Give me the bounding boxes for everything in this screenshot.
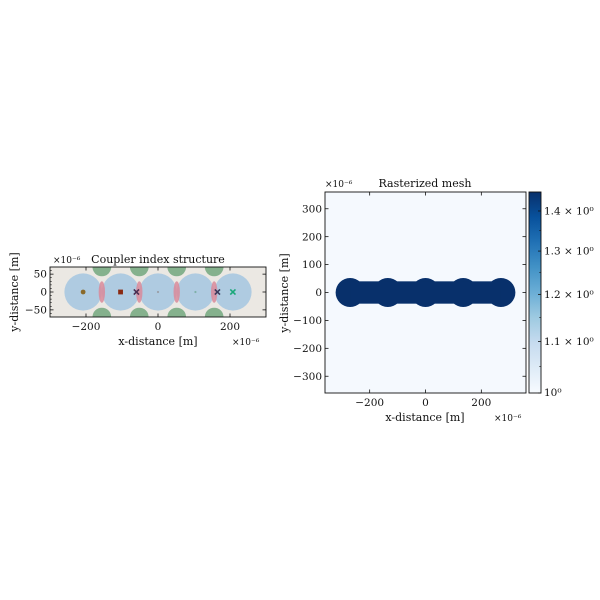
mesh-y-tick-label-0: 300 (302, 203, 322, 215)
mesh-y-axis-label: y-distance [m] (278, 253, 291, 333)
coupler-y-tick-label-0: 50 (34, 269, 47, 281)
coupler-overlap-0 (98, 281, 106, 303)
mesh-y-tick-label-3: 0 (315, 287, 322, 299)
mesh-y-tick-label-1: 200 (302, 231, 322, 243)
coupler-marker-4 (194, 290, 197, 294)
coupler-marker-2 (133, 288, 140, 296)
mesh-y-tick-label-4: −100 (293, 315, 322, 327)
coupler-overlap-1 (136, 281, 143, 303)
coupler-cusp-1-bottom (129, 307, 149, 317)
coupler-marker-0 (80, 289, 86, 295)
mesh-y-tick-label-5: −200 (293, 343, 322, 355)
colorbar-tick-label-3: 1.3 × 10⁰ (544, 246, 594, 258)
coupler-x-tick-label-0: −200 (72, 321, 101, 333)
colorbar-tick-label-1: 1.1 × 10⁰ (544, 336, 594, 348)
coupler-cusp-layer (92, 267, 224, 317)
mesh-x-tick-label-1: 0 (422, 397, 429, 409)
coupler-chart: −200 0 200 50 0 −50 Coupler index structure x… (8, 252, 267, 348)
coupler-x-scale-label: ×10⁻⁶ (232, 338, 260, 348)
colorbar-tick-label-0: 10⁰ (544, 387, 562, 399)
colorbar-tick-label-4: 1.4 × 10⁰ (544, 206, 594, 218)
coupler-y-tick-label-2: −50 (25, 304, 47, 316)
coupler-cusp-2-bottom (167, 307, 187, 317)
coupler-x-tick-label-2: 200 (220, 321, 240, 333)
coupler-ticks: −200 0 200 50 0 −50 (25, 267, 266, 333)
mesh-x-tick-label-2: 200 (471, 397, 491, 409)
mesh-y-tick-label-6: −300 (293, 371, 322, 383)
coupler-cusp-1-top (129, 267, 149, 277)
coupler-x-axis-label: x-distance [m] (118, 335, 197, 348)
mesh-x-scale-label: ×10⁻⁶ (494, 414, 522, 424)
coupler-marker-6 (229, 288, 237, 296)
coupler-cusp-3-bottom (204, 307, 224, 317)
coupler-y-scale-label: ×10⁻⁶ (53, 256, 81, 266)
coupler-marker-3 (156, 290, 160, 294)
coupler-overlap-2 (173, 281, 180, 303)
coupler-title: Coupler index structure (91, 253, 225, 266)
mesh-y-tick-label-2: 100 (302, 259, 322, 271)
mesh-x-axis-label: x-distance [m] (385, 411, 464, 424)
mesh-x-tick-label-0: −200 (355, 397, 384, 409)
mesh-bridge (350, 281, 501, 304)
coupler-y-tick-label-1: 0 (40, 287, 47, 299)
coupler-cusp-3-top (204, 267, 224, 277)
coupler-cusp-0-bottom (92, 307, 112, 317)
mesh-ticks: −200 0 200 300 200 100 0 −100 −200 −300 (293, 192, 526, 409)
colorbar-tick-label-2: 1.2 × 10⁰ (544, 289, 594, 301)
coupler-marker-1 (118, 289, 123, 295)
coupler-marker-layer (80, 288, 237, 296)
coupler-y-axis-label: y-distance [m] (8, 252, 21, 332)
mesh-structure-layer (335, 277, 516, 308)
mesh-chart: −200 0 200 300 200 100 0 −100 −200 −300 Rasterize… (278, 177, 594, 424)
coupler-marker-5 (214, 288, 221, 296)
coupler-cusp-0-top (92, 267, 112, 277)
coupler-overlap-layer (98, 281, 218, 303)
mesh-y-scale-label: ×10⁻⁶ (325, 180, 353, 190)
coupler-x-tick-label-1: 0 (155, 321, 162, 333)
mesh-title: Rasterized mesh (379, 177, 472, 190)
coupler-cusp-2-top (167, 267, 187, 277)
colorbar-ticks: 10⁰ 1.1 × 10⁰ 1.2 × 10⁰ 1.3 × 10⁰ 1.4 × 10⁰ (538, 206, 594, 399)
coupler-overlap-3 (210, 281, 218, 303)
colorbar (528, 191, 542, 394)
